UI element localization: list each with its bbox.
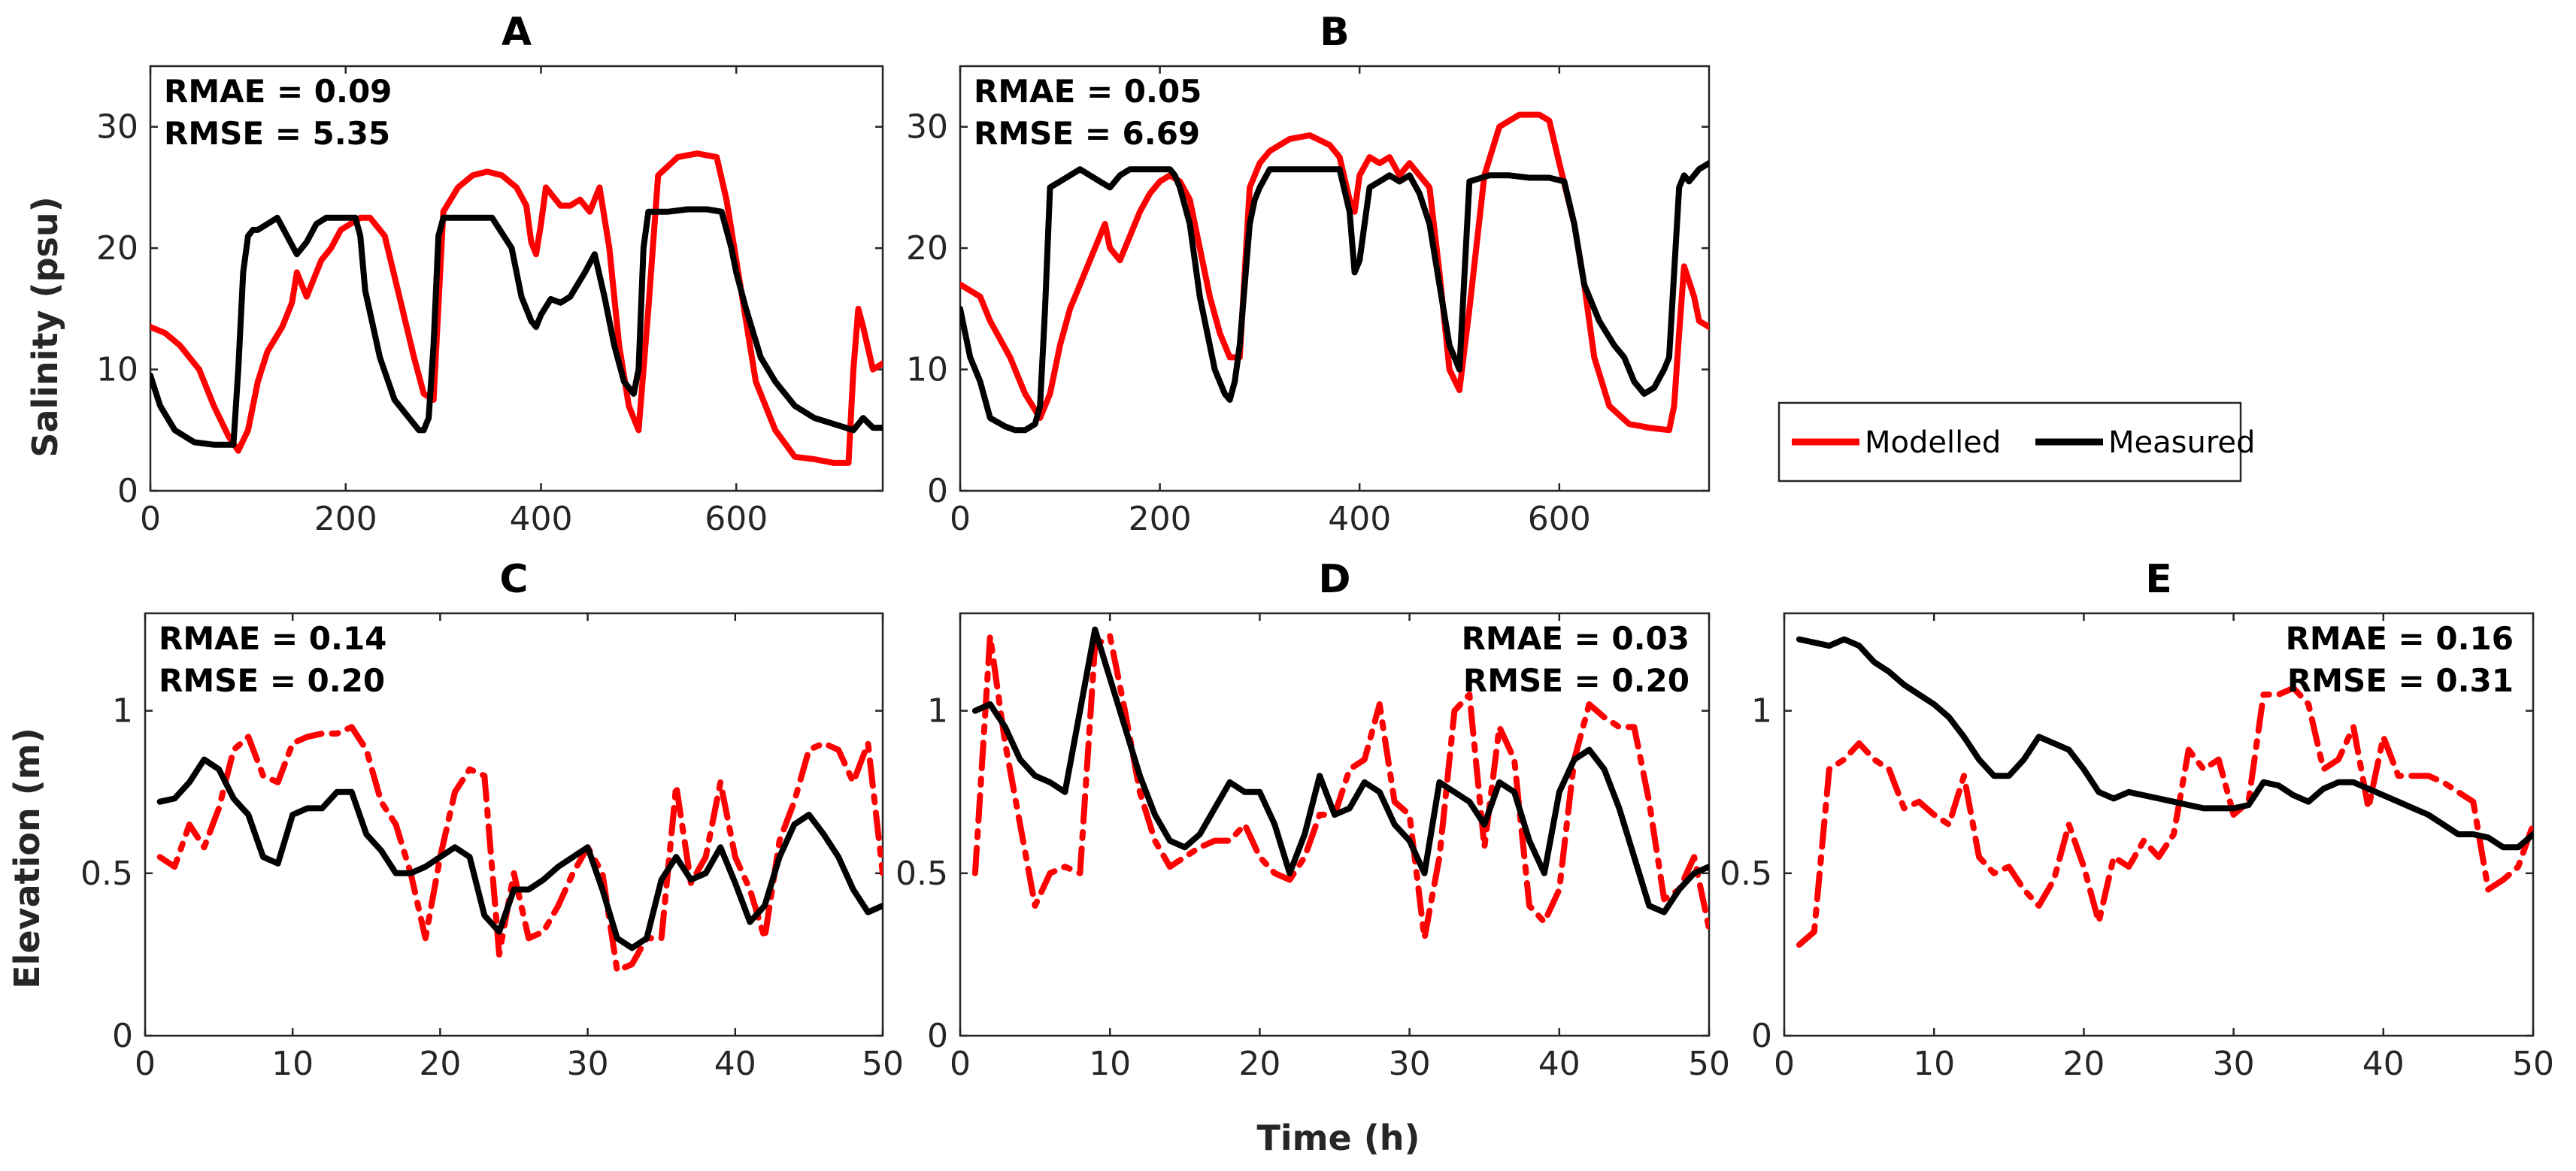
y-tick-label: 0 [927, 1017, 948, 1055]
series-group [971, 626, 1709, 942]
x-tick-label: 0 [140, 500, 161, 538]
series-line-measured [156, 756, 883, 952]
panel-title: D [1318, 557, 1350, 602]
panel-d: D 0 10 20 30 40 50 0 0.5 1 RMAE = 0.03 RMSE = 0.20 [896, 557, 1730, 1083]
x-tick-label: 20 [419, 1045, 461, 1083]
x-tick-label: 40 [714, 1045, 756, 1083]
x-tick-label: 600 [705, 500, 768, 538]
stat-label: RMSE = 0.31 [2287, 662, 2514, 699]
panel-a: A 0 200 400 600 0 10 20 30 RMAE = 0.09 RMSE = 5.35 [96, 10, 884, 538]
series-line-measured [971, 626, 1709, 915]
y-tick-label: 0 [1751, 1017, 1772, 1055]
x-tick-label: 50 [862, 1045, 904, 1083]
series-group [960, 111, 1709, 434]
series-line-measured [150, 206, 883, 448]
stat-label: RMSE = 5.35 [164, 115, 390, 152]
xlabel-time: Time (h) [1256, 1118, 1420, 1158]
x-tick-label: 40 [2362, 1045, 2405, 1083]
x-tick-label: 600 [1528, 500, 1591, 538]
x-tick-label: 30 [567, 1045, 609, 1083]
series-line-measured [1796, 636, 2533, 851]
plot-frame [144, 612, 884, 1037]
x-tick-label: 0 [135, 1045, 156, 1083]
y-tick-label: 1 [927, 692, 948, 731]
ylabel-elevation: Elevation (m) [7, 728, 47, 989]
y-tick-label: 0 [927, 472, 948, 510]
panel-title: E [2145, 557, 2172, 602]
y-tick-label: 20 [96, 229, 138, 268]
x-tick-label: 10 [1089, 1045, 1131, 1083]
panel-title: C [499, 557, 528, 602]
legend: Modelled Measured [1777, 401, 2255, 483]
y-tick-label: 10 [96, 351, 138, 389]
stat-label: RMAE = 0.14 [159, 620, 386, 657]
x-tick-label: 20 [2062, 1045, 2105, 1083]
stat-label: RMAE = 0.03 [1462, 620, 1690, 657]
series-group [150, 150, 883, 466]
x-tick-label: 40 [1538, 1045, 1580, 1083]
x-tick-label: 200 [1129, 500, 1192, 538]
series-group [1796, 636, 2533, 948]
series-group [156, 724, 883, 974]
y-tick-label: 0 [117, 472, 138, 510]
y-tick-label: 30 [96, 108, 138, 147]
panel-c: C 0 10 20 30 40 50 0 0.5 1 RMAE = 0.14 RMSE = 0.20 [80, 557, 904, 1083]
y-tick-label: 0.5 [80, 855, 133, 893]
x-tick-label: 30 [1389, 1045, 1431, 1083]
y-tick-label: 1 [112, 692, 133, 731]
x-tick-label: 400 [509, 500, 572, 538]
x-tick-label: 0 [1774, 1045, 1795, 1083]
y-tick-label: 0.5 [896, 855, 948, 893]
x-tick-label: 30 [2213, 1045, 2255, 1083]
plot-frame [1783, 612, 2535, 1037]
x-tick-label: 0 [950, 1045, 971, 1083]
x-tick-label: 10 [1913, 1045, 1955, 1083]
panel-title: A [502, 10, 532, 55]
x-tick-label: 10 [271, 1045, 314, 1083]
x-tick-label: 50 [1688, 1045, 1730, 1083]
y-tick-label: 0.5 [1720, 855, 1772, 893]
panel-e: E 0 10 20 30 40 50 0 0.5 1 RMAE = 0.16 RMSE = 0.31 [1720, 557, 2554, 1083]
stat-label: RMSE = 0.20 [159, 662, 385, 699]
series-line-modelled [156, 724, 883, 974]
x-tick-label: 200 [314, 500, 377, 538]
y-tick-label: 30 [906, 108, 948, 147]
y-tick-label: 20 [906, 229, 948, 268]
panel-title: B [1320, 10, 1350, 55]
x-tick-label: 0 [950, 500, 971, 538]
series-line-modelled [1796, 685, 2533, 948]
y-tick-label: 1 [1751, 692, 1772, 731]
x-tick-label: 20 [1238, 1045, 1280, 1083]
legend-label-modelled: Modelled [1865, 425, 2001, 460]
ylabel-salinity: Salinity (psu) [25, 196, 65, 457]
stat-label: RMAE = 0.16 [2286, 620, 2514, 657]
x-tick-label: 50 [2512, 1045, 2554, 1083]
x-tick-label: 400 [1328, 500, 1391, 538]
series-line-measured [960, 160, 1709, 434]
stat-label: RMAE = 0.05 [974, 73, 1202, 110]
stat-label: RMSE = 0.20 [1463, 662, 1690, 699]
panel-b: B 0 200 400 600 0 10 20 30 RMAE = 0.05 RMSE = 6.69 [906, 10, 1711, 538]
stat-label: RMSE = 6.69 [974, 115, 1200, 152]
series-line-modelled [150, 150, 883, 466]
y-tick-label: 0 [112, 1017, 133, 1055]
y-tick-label: 10 [906, 351, 948, 389]
legend-label-measured: Measured [2108, 425, 2255, 460]
stat-label: RMAE = 0.09 [164, 73, 392, 110]
